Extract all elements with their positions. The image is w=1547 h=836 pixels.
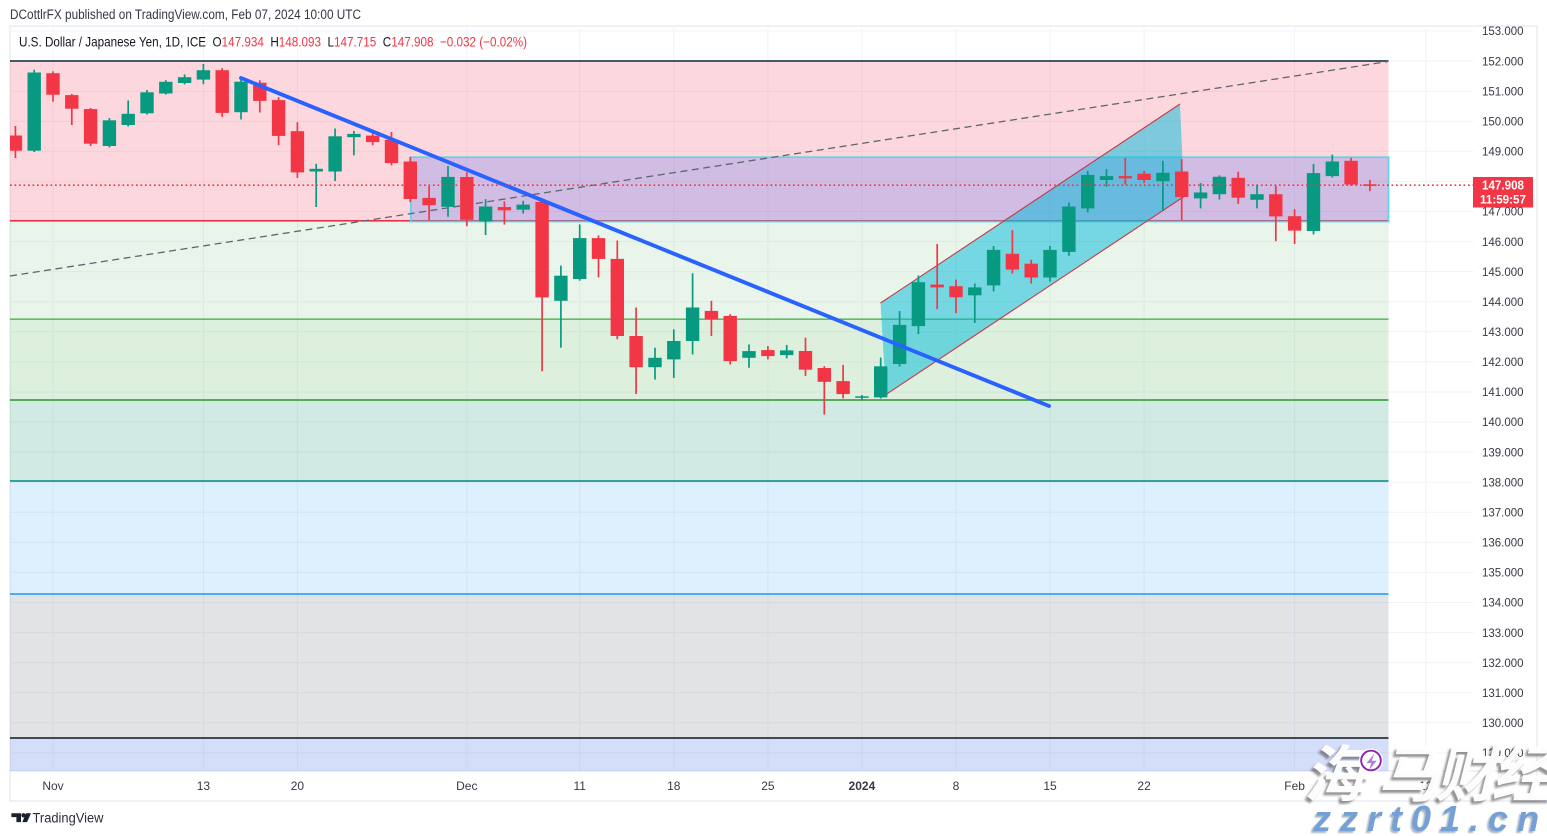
svg-text:DCottlrFX published on Trading: DCottlrFX published on TradingView.com, … (10, 7, 361, 22)
svg-text:138.000: 138.000 (1482, 475, 1524, 489)
svg-text:147.000: 147.000 (1482, 205, 1524, 219)
svg-text:13: 13 (197, 779, 211, 793)
svg-text:Dec: Dec (456, 779, 477, 793)
svg-text:11:59:57: 11:59:57 (1480, 193, 1526, 207)
svg-text:150.000: 150.000 (1482, 114, 1524, 128)
svg-text:140.000: 140.000 (1482, 415, 1524, 429)
svg-text:147.908: 147.908 (1482, 179, 1524, 193)
svg-text:137.000: 137.000 (1482, 506, 1524, 520)
svg-text:Nov: Nov (42, 779, 63, 793)
svg-text:134.000: 134.000 (1482, 596, 1524, 610)
svg-text:144.000: 144.000 (1482, 295, 1524, 309)
svg-text:133.000: 133.000 (1482, 626, 1524, 640)
svg-text:142.000: 142.000 (1482, 355, 1524, 369)
svg-text:132.000: 132.000 (1482, 656, 1524, 670)
svg-text:11: 11 (573, 779, 586, 793)
svg-text:2024: 2024 (849, 779, 876, 793)
svg-text:145.000: 145.000 (1482, 265, 1524, 279)
svg-text:151.000: 151.000 (1482, 84, 1524, 98)
svg-text:131.000: 131.000 (1482, 686, 1524, 700)
svg-text:Feb: Feb (1284, 779, 1305, 793)
svg-text:149.000: 149.000 (1482, 145, 1524, 159)
svg-text:15: 15 (1043, 779, 1057, 793)
svg-text:143.000: 143.000 (1482, 325, 1524, 339)
svg-text:20: 20 (291, 779, 305, 793)
svg-text:22: 22 (1137, 779, 1151, 793)
svg-text:139.000: 139.000 (1482, 445, 1524, 459)
svg-text:135.000: 135.000 (1482, 566, 1524, 580)
svg-text:152.000: 152.000 (1482, 54, 1524, 68)
svg-text:141.000: 141.000 (1482, 385, 1524, 399)
svg-text:25: 25 (761, 779, 775, 793)
svg-text:130.000: 130.000 (1482, 716, 1524, 730)
svg-text:136.000: 136.000 (1482, 536, 1524, 550)
svg-text:153.000: 153.000 (1482, 24, 1524, 38)
svg-text:U.S. Dollar / Japanese Yen, 1D: U.S. Dollar / Japanese Yen, 1D, ICE O147… (19, 34, 527, 50)
svg-text:8: 8 (953, 779, 960, 793)
svg-text:zzrt01.cn: zzrt01.cn (1312, 798, 1547, 836)
svg-text:18: 18 (667, 779, 681, 793)
svg-text:146.000: 146.000 (1482, 235, 1524, 249)
svg-text:TradingView: TradingView (33, 810, 104, 825)
